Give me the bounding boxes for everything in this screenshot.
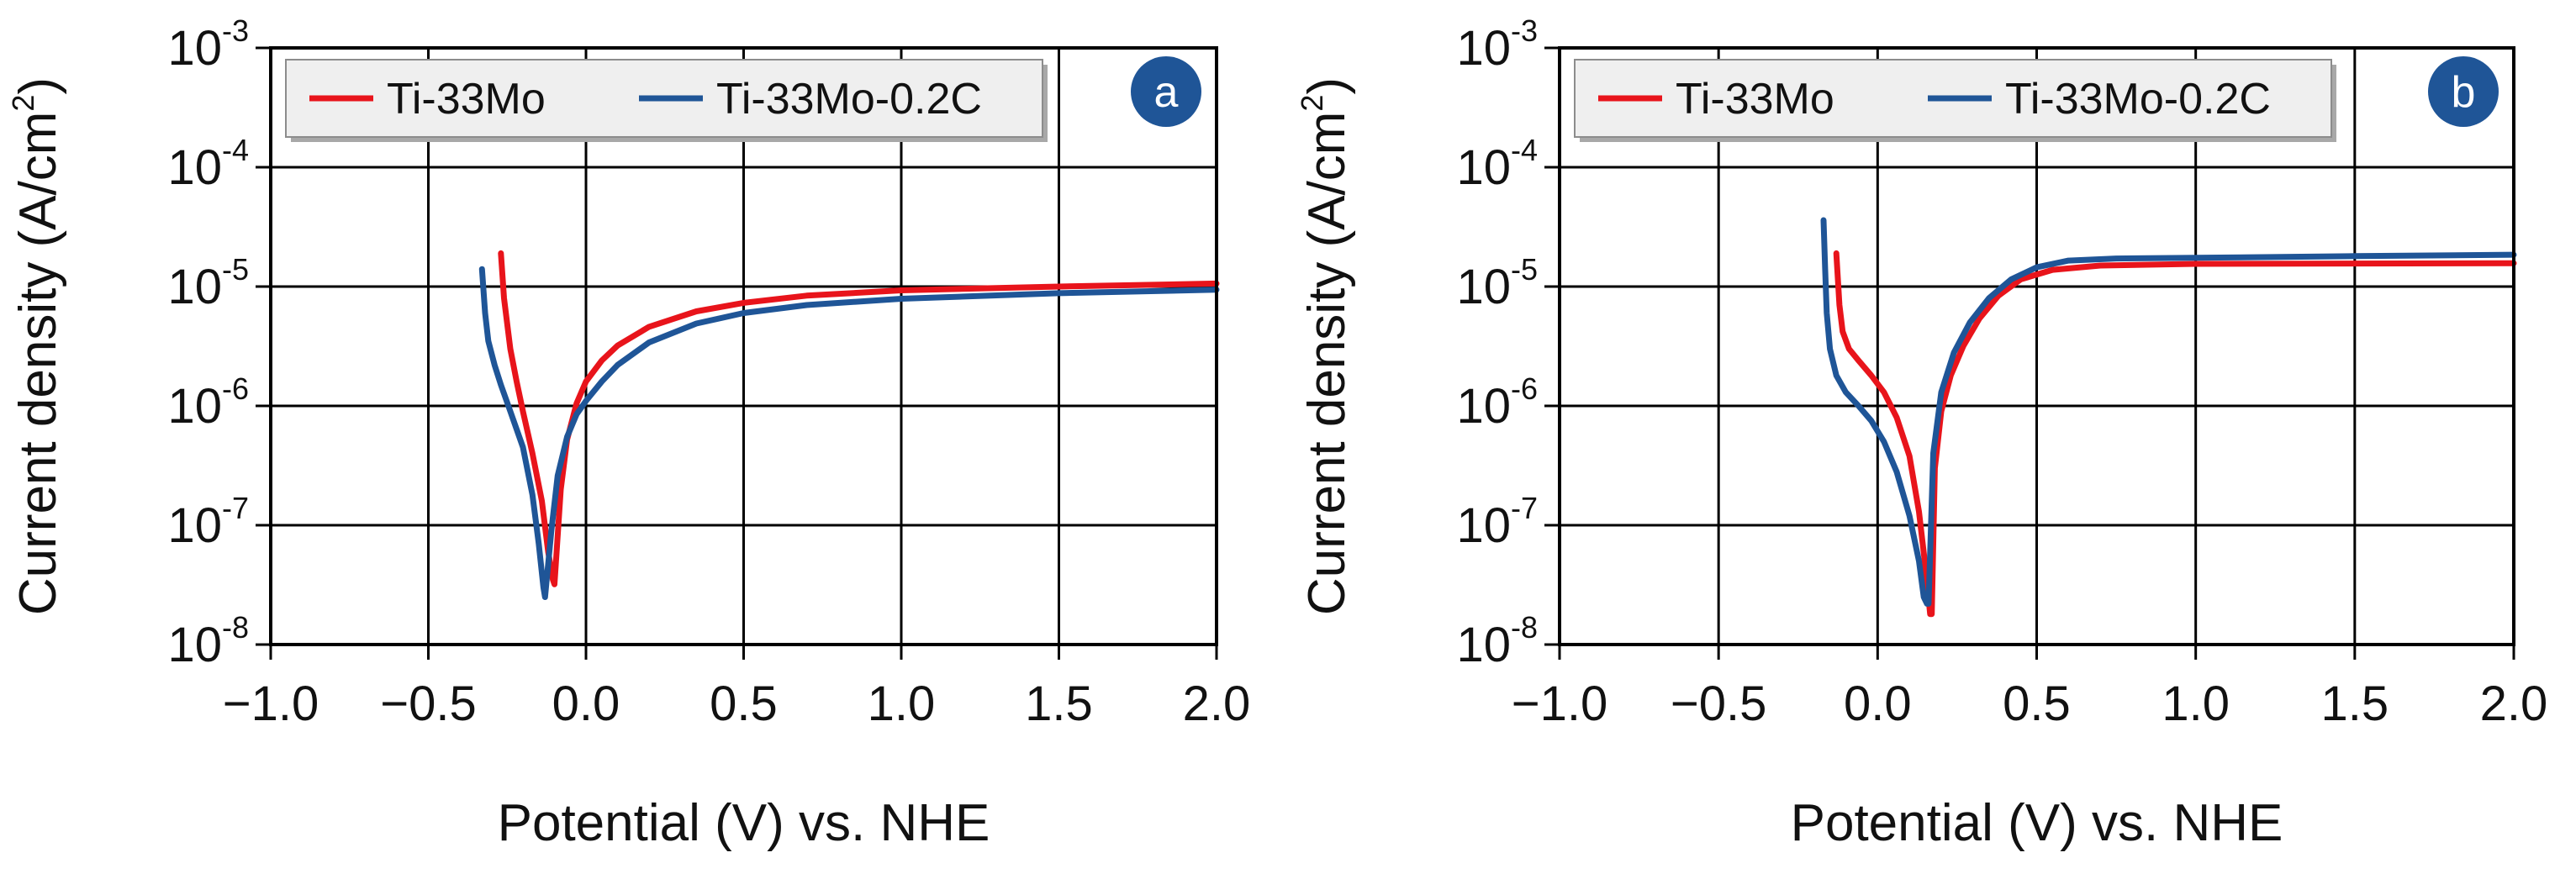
y-tick-label: 10-5 [167,252,249,314]
y-tick-label: 10-6 [167,371,249,434]
y-tick-base: 10 [167,260,222,314]
x-axis-title: Potential (V) vs. NHE [498,794,990,852]
x-tick-label: 2.0 [2480,676,2548,731]
legend-label: Ti-33Mo [387,75,546,124]
panel-b: −1.0 −0.5 0.0 0.5 1.0 1.5 2.010-810-710-610-51… [1295,13,2547,852]
y-tick-label: 10-4 [1456,133,1538,195]
x-tick-label: 2.0 [1183,676,1251,731]
y-tick-label: 10-8 [1456,610,1538,672]
x-tick-label: 1.0 [2162,676,2230,731]
panel-badge [2428,56,2499,127]
x-tick-label: 1.5 [2321,676,2389,731]
y-tick-base: 10 [167,379,222,434]
y-tick-label: 10-4 [167,133,249,195]
panel-a: −1.0 −0.5 0.0 0.5 1.0 1.5 2.010-810-710-610-51… [6,13,1250,852]
y-axis-title-superscript: 2 [6,95,40,112]
y-tick-base: 10 [1456,618,1511,672]
x-tick-label: −0.5 [380,676,477,731]
y-tick-base: 10 [1456,140,1511,195]
y-tick-exponent: -6 [222,371,249,406]
x-tick-label: 0.0 [1844,676,1912,731]
panel-badge-label: a [1154,68,1179,117]
plot-frame [1558,46,2515,646]
series-line-ti-33mo-0-2c [478,266,1220,600]
x-tick-label: −1.0 [223,676,319,731]
y-tick-base: 10 [167,498,222,553]
plot-frame [269,46,1218,646]
y-tick-label: 10-7 [167,491,249,553]
panel-badge [1131,56,1201,127]
y-tick-exponent: -4 [222,133,249,167]
y-tick-base: 10 [167,618,222,672]
y-tick-exponent: -7 [1511,491,1538,525]
y-axis-title: Current density (A/cm2) [6,77,67,615]
y-tick-label: 10-3 [1456,13,1538,76]
x-tick-label: 1.5 [1025,676,1093,731]
legend-label: Ti-33Mo-0.2C [2005,75,2271,124]
x-tick-label: −0.5 [1671,676,1767,731]
y-tick-label: 10-6 [1456,371,1538,434]
y-axis-title-close: ) [1298,77,1356,95]
x-tick-label: 0.0 [552,676,620,731]
y-tick-base: 10 [1456,498,1511,553]
y-tick-base: 10 [167,140,222,195]
y-axis-title-text: Current density (A/cm [1298,112,1356,616]
y-tick-base: 10 [1456,379,1511,434]
x-tick-label: 1.0 [868,676,936,731]
x-tick-label: 0.5 [710,676,778,731]
legend-label: Ti-33Mo-0.2C [716,75,982,124]
y-tick-exponent: -6 [1511,371,1538,406]
y-tick-label: 10-3 [167,13,249,76]
x-tick-label: −1.0 [1512,676,1608,731]
y-tick-exponent: -8 [222,610,249,645]
y-tick-exponent: -3 [1511,13,1538,48]
x-axis-title: Potential (V) vs. NHE [1791,794,2283,852]
y-axis-title-close: ) [9,77,67,95]
panel-badge-label: b [2452,68,2476,117]
y-axis-title: Current density (A/cm2) [1295,77,1356,615]
y-tick-base: 10 [167,21,222,76]
y-tick-label: 10-7 [1456,491,1538,553]
y-tick-label: 10-5 [1456,252,1538,314]
legend-label: Ti-33Mo [1676,75,1834,124]
y-axis-title-text: Current density (A/cm [9,112,67,616]
y-tick-base: 10 [1456,21,1511,76]
y-tick-exponent: -5 [222,252,249,287]
y-tick-exponent: -5 [1511,252,1538,287]
y-tick-exponent: -3 [222,13,249,48]
y-tick-exponent: -4 [1511,133,1538,167]
series-line-ti-33mo-0-2c [1820,217,2517,607]
x-tick-label: 0.5 [2003,676,2071,731]
y-axis-title-superscript: 2 [1295,95,1329,112]
y-tick-label: 10-8 [167,610,249,672]
series-line-ti-33mo [1833,250,2517,618]
y-tick-exponent: -7 [222,491,249,525]
y-tick-base: 10 [1456,260,1511,314]
y-tick-exponent: -8 [1511,610,1538,645]
